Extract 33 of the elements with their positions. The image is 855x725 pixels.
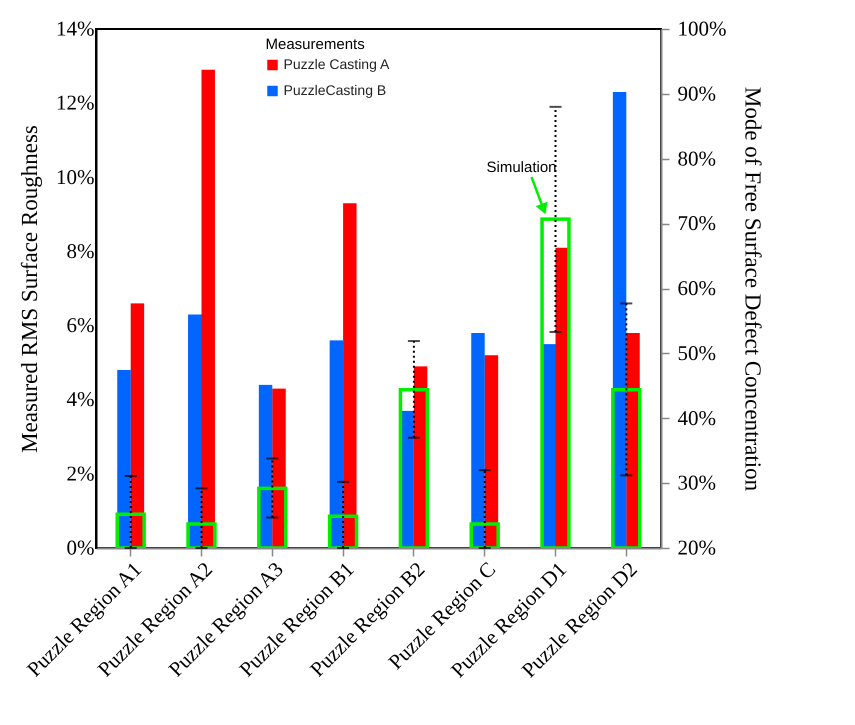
- bar: [330, 340, 344, 548]
- text: Simulation: [486, 159, 557, 176]
- y-tick-label: 14%: [56, 16, 94, 40]
- bar: [258, 384, 272, 548]
- y-tick-label: 8%: [66, 238, 94, 263]
- y-tick-label: 4%: [66, 387, 94, 412]
- y2-tick-label: 90%: [678, 81, 716, 106]
- y-tick-label: 10%: [56, 164, 94, 189]
- y2-tick-label: 70%: [678, 211, 716, 236]
- y2-tick-label: 30%: [678, 470, 716, 495]
- y-tick-label: 0%: [66, 536, 94, 560]
- y2-tick-label: 50%: [678, 340, 716, 365]
- bar: [612, 92, 626, 548]
- y2-tick-label: 60%: [678, 276, 716, 300]
- y-axis-title: Measured RMS Surface Roughness: [17, 125, 42, 453]
- bar: [130, 303, 144, 548]
- y-tick-label: 12%: [56, 90, 94, 115]
- bar: [188, 314, 202, 548]
- bar: [471, 332, 485, 548]
- y-tick-label: 2%: [66, 461, 94, 486]
- bar: [484, 355, 498, 548]
- legend-title: Measurements: [266, 36, 365, 53]
- bar: [117, 370, 131, 548]
- y2-tick-label: 80%: [678, 146, 716, 170]
- y2-tick-label: 100%: [678, 16, 726, 40]
- y2-axis-title: Mode of Free Surface Defect Concentration: [740, 86, 766, 492]
- legend-label: PuzzleCasting B: [284, 82, 386, 98]
- y-tick-label: 6%: [66, 313, 94, 338]
- legend-label: Puzzle Casting A: [284, 56, 390, 72]
- bar: [343, 203, 357, 548]
- y2-tick-label: 20%: [678, 536, 716, 560]
- bar: [201, 70, 215, 548]
- y2-tick-label: 40%: [678, 406, 716, 430]
